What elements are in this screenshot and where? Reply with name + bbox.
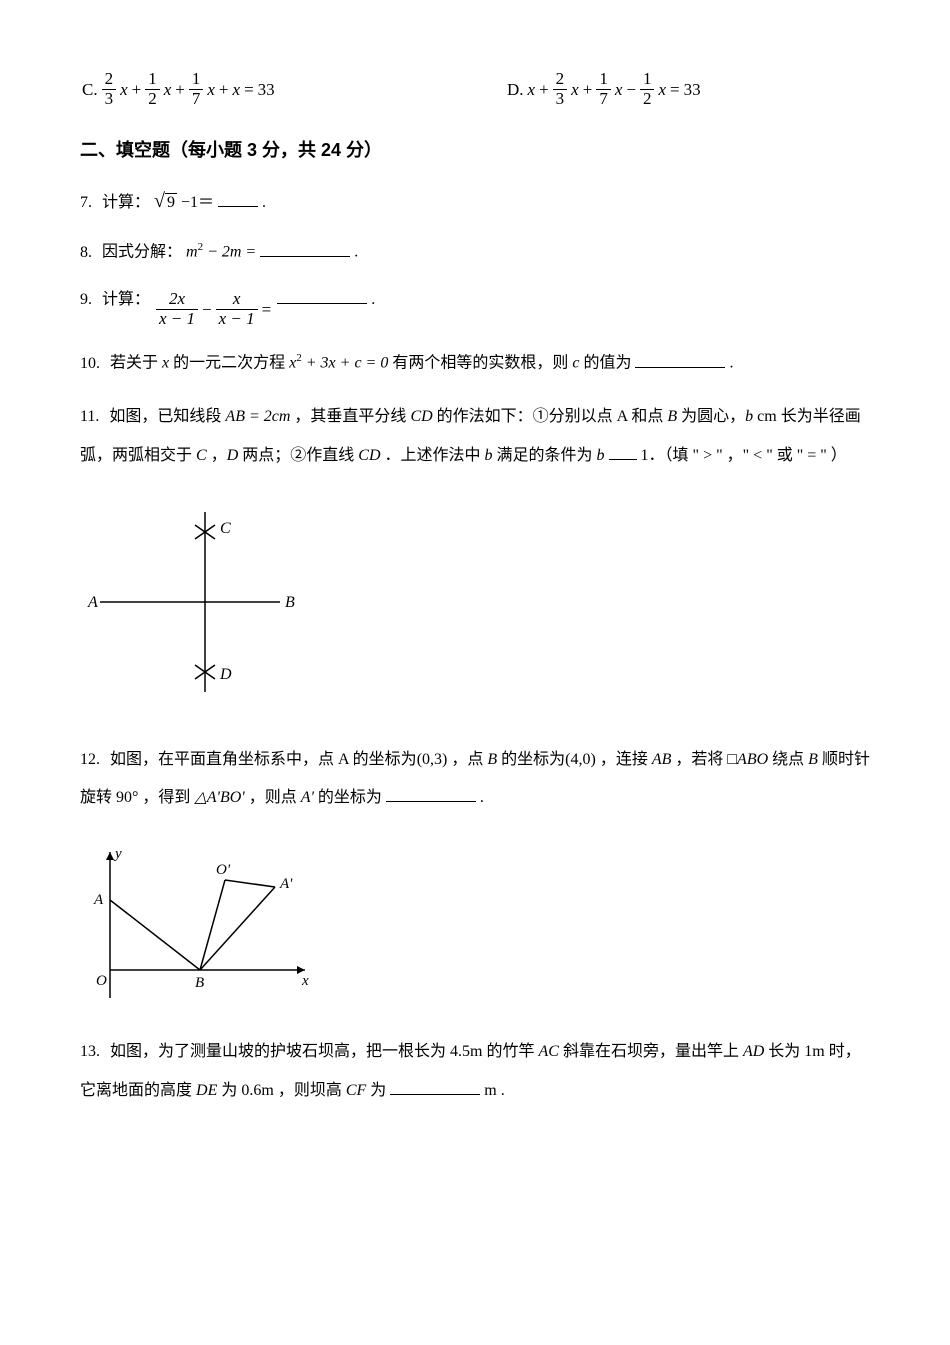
question-8: 8. 因式分解： m2 − 2m = . <box>80 239 870 265</box>
option-d: D. x+ 23 x+ 17 x− 12 x= 33 <box>445 70 870 108</box>
svg-text:B: B <box>285 594 295 611</box>
svg-text:D: D <box>219 666 232 683</box>
svg-text:y: y <box>113 846 122 862</box>
figure-11: A B C D <box>80 497 870 716</box>
question-10: 10. 若关于 x 的一元二次方程 x2 + 3x + c = 0 有两个相等的… <box>80 350 870 376</box>
figure-12: y x O A B O' A' <box>80 840 870 1014</box>
blank-7 <box>218 191 258 207</box>
question-7: 7. 计算： √9 −1＝ . <box>80 185 870 217</box>
opt-c-rhs: 33 <box>258 76 275 103</box>
opt-d-rhs: 33 <box>684 76 701 103</box>
blank-8 <box>260 241 350 257</box>
svg-text:B: B <box>195 975 204 991</box>
option-row: C. 23 x+ 12 x+ 17 x+x= 33 D. x+ 23 x+ 17… <box>80 70 870 108</box>
opt-c-label: C. <box>82 76 98 103</box>
svg-text:A: A <box>93 892 104 908</box>
svg-text:A': A' <box>279 876 293 892</box>
svg-text:O: O <box>96 973 107 989</box>
question-13: 13. 如图，为了测量山坡的护坡石坝高，把一根长为 4.5m 的竹竿 AC 斜靠… <box>80 1033 870 1110</box>
blank-11 <box>609 444 637 460</box>
svg-text:C: C <box>220 520 231 537</box>
opt-d-label: D. <box>507 76 524 103</box>
question-11: 11. 如图，已知线段 AB = 2cm ，其垂直平分线 CD 的作法如下：①分… <box>80 398 870 475</box>
blank-13 <box>390 1079 480 1095</box>
svg-text:O': O' <box>216 862 231 878</box>
blank-12 <box>386 786 476 802</box>
section-title: 二、填空题（每小题 3 分，共 24 分） <box>80 136 870 165</box>
svg-text:A: A <box>87 594 98 611</box>
blank-9 <box>277 288 367 304</box>
blank-10 <box>635 352 725 368</box>
question-12: 12. 如图，在平面直角坐标系中，点 A 的坐标为(0,3) ，点 B 的坐标为… <box>80 741 870 818</box>
svg-text:x: x <box>301 973 309 989</box>
option-c: C. 23 x+ 12 x+ 17 x+x= 33 <box>80 70 445 108</box>
question-9: 9. 计算： 2xx − 1 − xx − 1 = . <box>80 287 870 328</box>
